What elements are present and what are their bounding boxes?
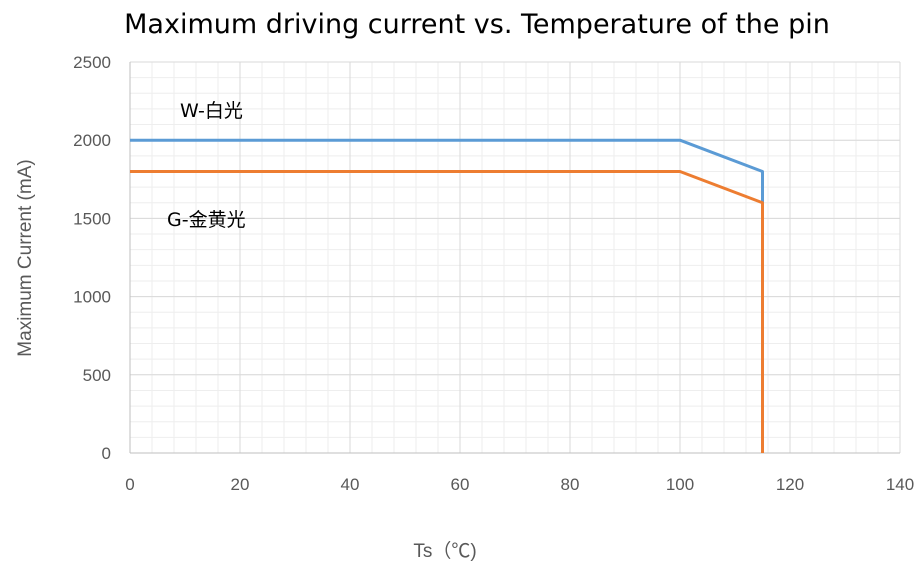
series-label-w: W-白光 (180, 100, 243, 122)
y-tick-label: 2000 (73, 131, 111, 150)
series-label-g: G-金黄光 (167, 209, 246, 231)
series-group (130, 138, 764, 453)
y-tick-label: 2500 (73, 53, 111, 72)
x-tick-label: 20 (231, 475, 250, 494)
minor-gridlines (129, 61, 901, 454)
tick-labels: 0 20 40 60 80 100 120 140 0 500 1000 1500 2000 2500 (73, 53, 914, 494)
x-tick-label: 120 (776, 475, 804, 494)
major-gridlines (129, 61, 901, 454)
x-tick-label: 0 (125, 475, 134, 494)
x-tick-label: 80 (561, 475, 580, 494)
x-tick-label: 60 (451, 475, 470, 494)
y-axis-label: Maximum Current (mA) (15, 159, 36, 356)
chart-title: Maximum driving current vs. Temperature … (124, 9, 830, 40)
x-axis-label: Ts（℃) (413, 540, 476, 562)
y-tick-label: 1500 (73, 209, 111, 228)
y-tick-label: 500 (83, 366, 111, 385)
x-tick-label: 140 (886, 475, 914, 494)
axes (129, 62, 900, 454)
y-tick-label: 1000 (73, 288, 111, 307)
x-tick-label: 40 (341, 475, 360, 494)
series-line-g (130, 169, 764, 453)
y-tick-label: 0 (102, 444, 111, 463)
x-tick-label: 100 (666, 475, 694, 494)
